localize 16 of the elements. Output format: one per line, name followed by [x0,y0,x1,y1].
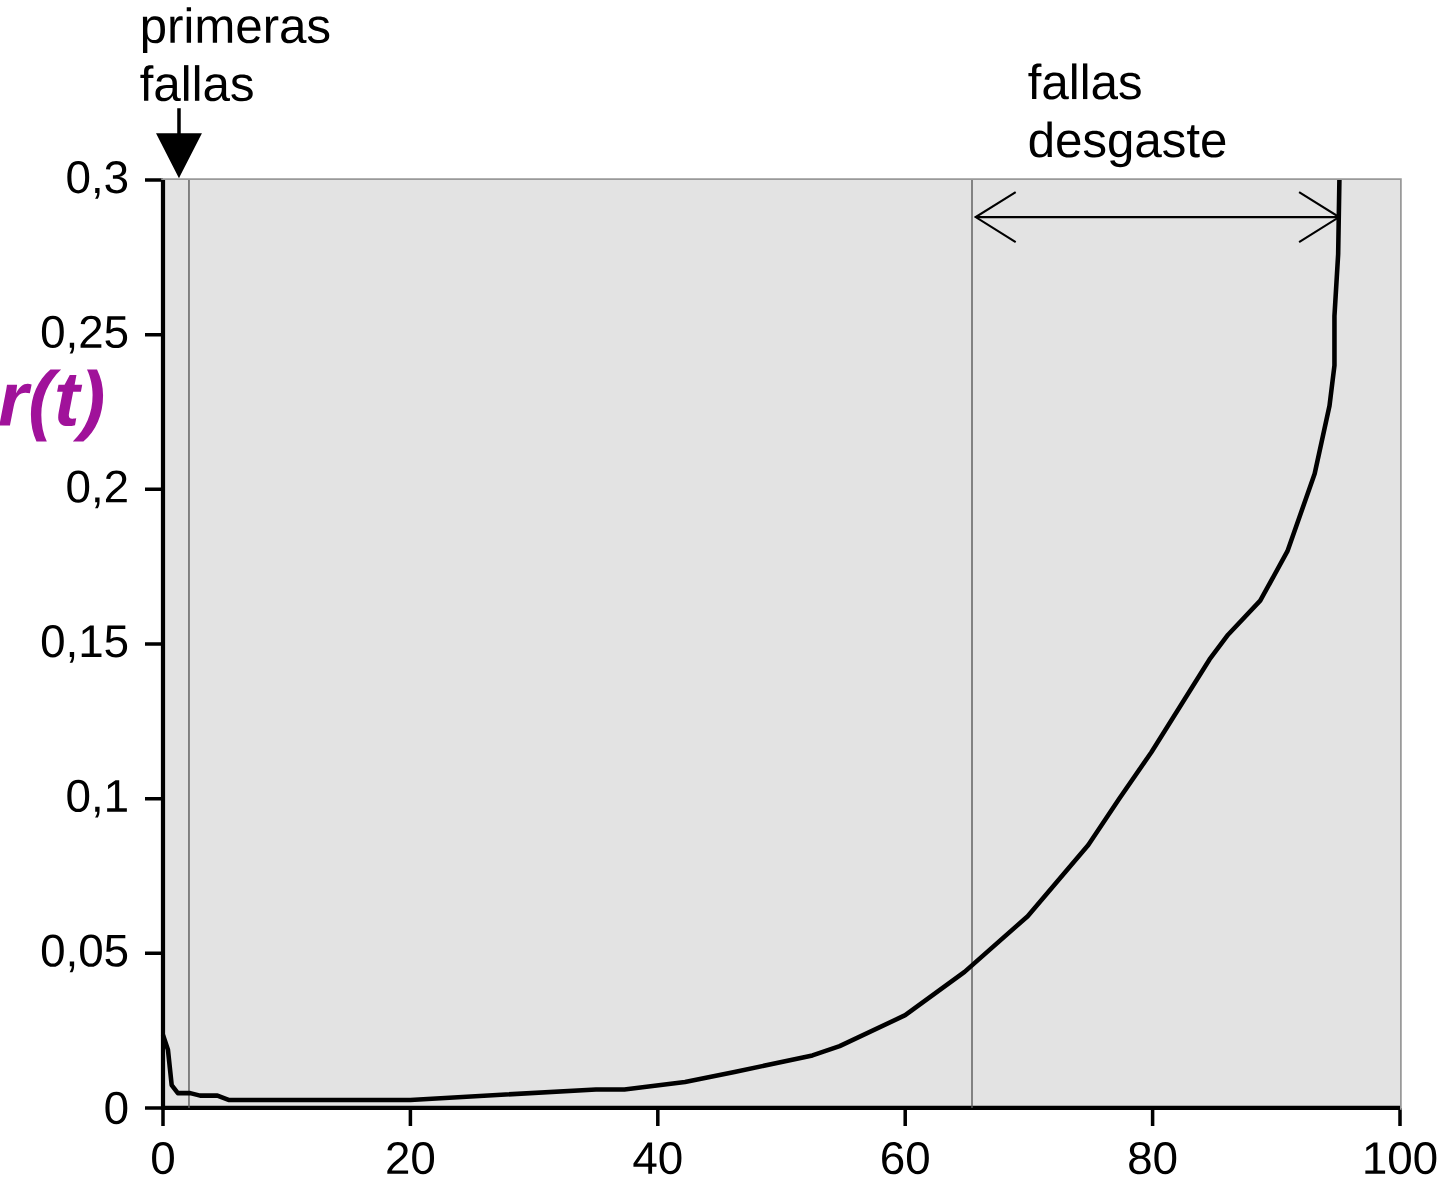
x-tick-label: 0 [152,1141,174,1175]
x-tick-label: 40 [633,1141,682,1175]
y-tick-label: 0 [105,1091,128,1125]
ref-line-label: primeras fallas [140,7,330,102]
x-tick-label: 20 [387,1141,435,1175]
x-tick-label: 100 [1365,1141,1437,1175]
y-tick-label: 0,15 [41,625,128,663]
y-tick-label: 0,2 [67,470,127,509]
y-tick-label: 0,25 [41,315,128,354]
y-tick-label: 0,3 [67,161,128,199]
x-tick-label: 80 [1129,1141,1177,1175]
y-axis-title: r(t) [0,369,104,442]
y-tick-label: 0,1 [67,779,127,818]
y-tick-label: 0,05 [41,934,128,973]
x-tick-label: 60 [882,1141,929,1175]
text: fallas desgaste [1028,63,1226,168]
